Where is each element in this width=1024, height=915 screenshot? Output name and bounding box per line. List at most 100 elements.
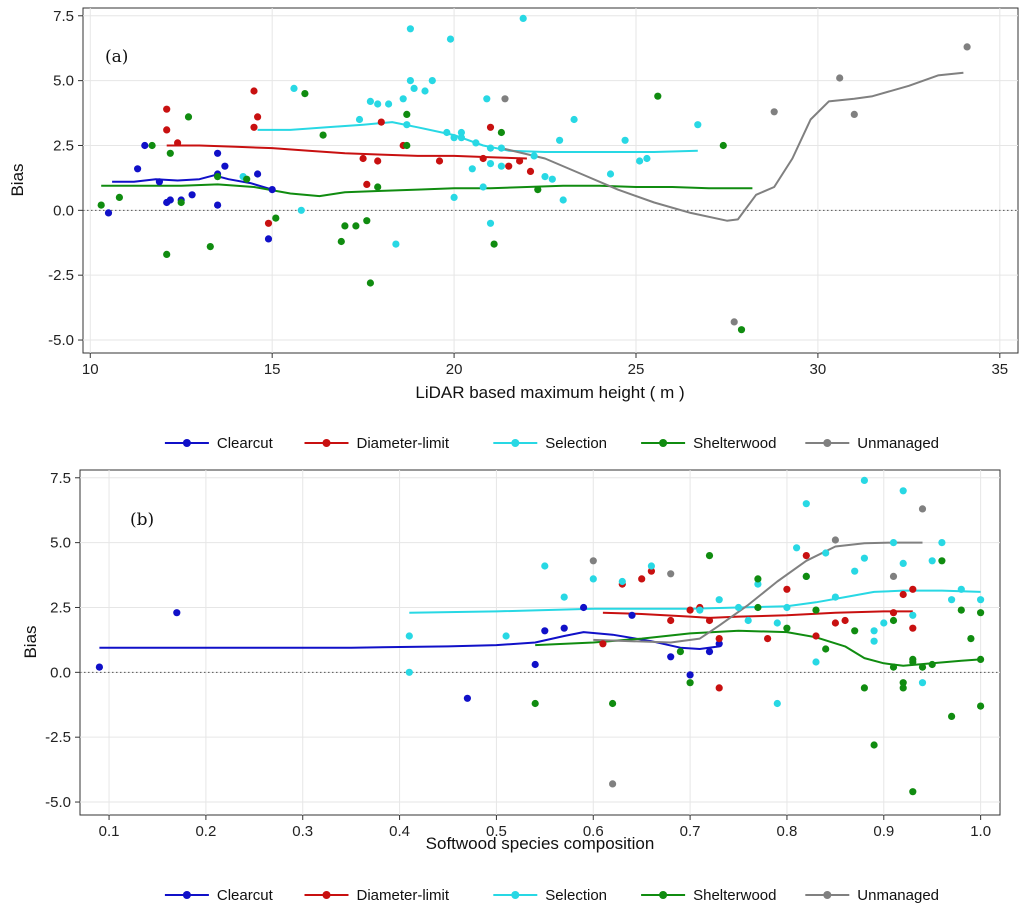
panel-b-point-selection — [899, 487, 907, 495]
panel-a-points — [97, 14, 971, 334]
panel-a-label: (a) — [105, 47, 128, 67]
panel-a-point-shelterwood — [272, 214, 280, 222]
legend-b-item-clearcut: Clearcut — [164, 887, 274, 904]
panel-b-point-shelterwood — [899, 684, 907, 692]
panel-b-point-diameter-limit — [638, 575, 646, 583]
panel-b-point-shelterwood — [609, 699, 617, 708]
panel-a-point-shelterwood — [403, 141, 411, 150]
panel-b-point-clearcut — [531, 660, 539, 669]
panel-a-point-clearcut — [214, 149, 222, 157]
panel-b-point-selection — [541, 562, 549, 570]
panel-b-point-diameter-limit — [647, 567, 656, 575]
panel-b-point-shelterwood — [957, 606, 965, 614]
panel-a-point-shelterwood — [166, 149, 174, 157]
panel-a-point-clearcut — [221, 162, 229, 170]
panel-a-y-tick-label: -5.0 — [48, 332, 74, 349]
legend-a-swatch-dot — [511, 439, 520, 447]
legend-b-label: Diameter-limit — [357, 887, 450, 904]
legend-b-item-diameter-limit: Diameter-limit — [304, 887, 450, 904]
panel-a-point-selection — [556, 136, 564, 144]
panel-b-point-selection — [618, 577, 626, 586]
legend-b-label: Unmanaged — [857, 887, 939, 904]
panel-b-x-tick-label: 0.1 — [99, 823, 120, 840]
panel-a-y-tick-label: 0.0 — [53, 202, 74, 219]
panel-b-point-clearcut — [705, 648, 714, 656]
panel-a-point-selection — [468, 165, 476, 173]
legend-a-item-shelterwood: Shelterwood — [641, 435, 776, 452]
panel-a-point-unmanaged — [770, 108, 778, 116]
panel-a-trend-selection — [257, 121, 698, 153]
panel-b-point-diameter-limit — [802, 552, 810, 560]
panel-a-point-selection — [385, 100, 393, 108]
panel-a-point-selection — [297, 206, 305, 214]
panel-a-point-unmanaged — [836, 74, 844, 82]
legend-b-item-selection: Selection — [493, 887, 607, 904]
panel-b-point-diameter-limit — [889, 609, 898, 617]
panel-b-x-tick-label: 0.7 — [680, 823, 701, 840]
panel-b-point-shelterwood — [860, 684, 869, 692]
panel-a-point-selection — [570, 115, 578, 124]
panel-a-point-diameter-limit — [526, 167, 535, 175]
panel-a-point-shelterwood — [214, 173, 222, 181]
panel-b-point-shelterwood — [938, 557, 946, 565]
panel-b-y-ticks: -5.0 -2.5 0.0 2.5 5.0 7.5 — [45, 470, 80, 811]
panel-b-trend-unmanaged — [593, 541, 923, 644]
panel-b-point-selection — [860, 554, 869, 562]
panel-a-point-diameter-limit — [377, 118, 385, 126]
panel-a-point-clearcut — [166, 196, 174, 204]
panel-a-point-diameter-limit — [435, 157, 444, 165]
panel-b-point-diameter-limit — [686, 606, 694, 614]
panel-b-point-selection — [928, 557, 936, 565]
panel-b-x-tick-label: 0.5 — [486, 823, 507, 840]
panel-a-x-axis-title: LiDAR based maximum height ( m ) — [415, 383, 684, 402]
panel-b-points — [95, 476, 985, 796]
panel-a-point-selection — [497, 144, 505, 152]
panel-b-point-selection — [977, 596, 985, 604]
panel-a-point-shelterwood — [719, 141, 727, 150]
panel-a-point-shelterwood — [337, 237, 345, 246]
panel-b-point-shelterwood — [754, 575, 762, 583]
panel-a-point-selection — [530, 152, 538, 160]
legend-b-swatch-dot — [823, 891, 832, 899]
panel-a-point-diameter-limit — [359, 154, 367, 163]
panel-b-x-axis-title: Softwood species composition — [426, 834, 655, 853]
panel-b-point-selection — [783, 603, 791, 612]
panel-a-point-clearcut — [188, 191, 196, 199]
panel-b-y-tick-label: 7.5 — [50, 470, 71, 487]
panel-b-point-shelterwood — [870, 741, 878, 749]
panel-a-point-diameter-limit — [250, 123, 258, 131]
panel-a-point-shelterwood — [737, 326, 746, 334]
panel-a-point-selection — [443, 128, 451, 137]
panel-a-point-diameter-limit — [264, 219, 273, 227]
panel-b-point-unmanaged — [831, 536, 840, 544]
panel-a-trend-lines — [101, 71, 964, 222]
panel-b-point-shelterwood — [686, 679, 694, 687]
panel-b-point-shelterwood — [822, 645, 830, 653]
panel-a-x-tick-label: 20 — [446, 361, 463, 378]
panel-a-point-selection — [457, 134, 465, 142]
panel-a-grid — [83, 8, 1018, 353]
panel-b-point-clearcut — [173, 609, 181, 617]
panel-a-point-diameter-limit — [363, 180, 371, 188]
legend-a-swatch-dot — [823, 439, 832, 447]
legend-a-item-clearcut: Clearcut — [164, 435, 274, 452]
panel-a-x-ticks: 10 15 20 25 30 35 — [82, 353, 1008, 378]
panel-b-point-selection — [405, 632, 413, 640]
panel-b-x-tick-label: 0.4 — [389, 823, 410, 840]
panel-b-point-shelterwood — [754, 603, 762, 612]
panel-b-point-shelterwood — [948, 712, 956, 721]
panel-b-point-selection — [822, 549, 830, 557]
panel-b-point-clearcut — [628, 611, 636, 619]
panel-a-point-shelterwood — [163, 250, 171, 258]
panel-b-point-diameter-limit — [909, 624, 917, 632]
panel-b-point-diameter-limit — [764, 635, 772, 643]
panel-a-point-clearcut — [254, 170, 262, 178]
panel-b-point-shelterwood — [812, 606, 820, 614]
panel-b-point-shelterwood — [918, 663, 927, 671]
panel-b-point-selection — [734, 603, 743, 612]
legend-a-label: Selection — [545, 435, 607, 452]
panel-a-point-diameter-limit — [374, 157, 382, 165]
panel-a-point-diameter-limit — [254, 113, 262, 121]
panel-a-y-ticks: -5.0 -2.5 0.0 2.5 5.0 7.5 — [48, 8, 83, 349]
